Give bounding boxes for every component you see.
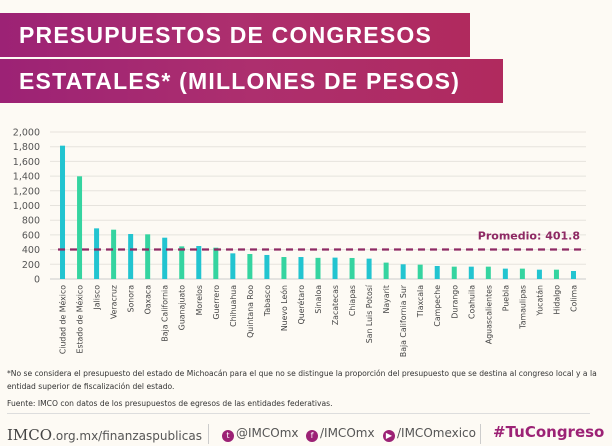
title-line-2: ESTATALES* (MILLONES DE PESOS) — [0, 59, 503, 103]
y-tick-label: 600 — [22, 230, 40, 241]
bar — [434, 265, 440, 279]
x-tick-label: Aguascalientes — [484, 285, 493, 344]
divider — [480, 424, 481, 444]
divider — [7, 413, 590, 414]
average-label: Promedio: 401.8 — [478, 229, 580, 242]
bar — [281, 257, 287, 279]
bar — [145, 234, 151, 279]
y-tick-label: 1,000 — [13, 201, 40, 212]
site-link: .org.mx/finanzaspublicas — [52, 429, 202, 443]
y-tick-label: 2,000 — [13, 128, 40, 139]
x-tick-label: Tabasco — [263, 285, 272, 317]
bar — [502, 268, 508, 279]
bar — [196, 245, 202, 279]
bar — [179, 246, 185, 279]
bar — [366, 258, 372, 279]
bar — [230, 253, 236, 279]
x-tick-label: Querétaro — [297, 285, 306, 325]
bar — [315, 257, 321, 279]
y-tick-label: 1,200 — [13, 186, 40, 197]
x-tick-label: Chiapas — [348, 285, 357, 316]
facebook-handle: /IMCOmx — [320, 426, 375, 440]
x-tick-label: Durango — [450, 285, 459, 319]
x-tick-label: Baja California Sur — [399, 284, 408, 357]
bar — [468, 266, 474, 279]
bar-chart: 0 200 400 600 800 1,000 1,200 1,400 1,600 1,800 2,… — [13, 128, 586, 357]
twitter-link[interactable]: t @IMCOmx — [222, 426, 299, 442]
x-tick-label: Morelos — [195, 285, 204, 315]
x-tick-label: Veracruz — [110, 285, 119, 319]
x-tick-label: San Luis Potosí — [365, 284, 374, 343]
y-tick-label: 200 — [22, 260, 40, 271]
bar — [349, 257, 355, 279]
y-tick-label: 400 — [22, 245, 40, 256]
footnote: *No se considera el presupuesto del esta… — [7, 369, 597, 391]
bar — [162, 237, 168, 279]
bar — [570, 270, 576, 279]
youtube-handle: /IMCOmexico — [397, 426, 476, 440]
x-tick-label: Nayarit — [382, 285, 391, 313]
bar — [298, 257, 304, 279]
divider — [208, 424, 209, 444]
bar — [128, 234, 134, 279]
x-tick-label: Guanajuato — [178, 285, 187, 330]
hashtag: #TuCongreso — [493, 423, 605, 441]
x-tick-label: Sonora — [127, 285, 136, 313]
x-tick-label: Puebla — [501, 285, 510, 311]
x-tick-label: Baja California — [161, 285, 170, 342]
y-tick-label: 1,800 — [13, 142, 40, 153]
bar — [485, 266, 491, 279]
x-tick-label: Guerrero — [212, 285, 221, 320]
bar — [553, 269, 559, 279]
bar — [94, 228, 100, 279]
bar — [111, 229, 117, 279]
x-tick-label: Campeche — [433, 285, 442, 327]
y-tick-label: 1,400 — [13, 172, 40, 183]
bar — [400, 264, 406, 279]
x-tick-label: Oaxaca — [144, 285, 153, 315]
bar — [383, 262, 389, 279]
x-tick-label: Estado de México — [76, 285, 85, 354]
y-tick-label: 1,600 — [13, 157, 40, 168]
twitter-handle: @IMCOmx — [236, 426, 299, 440]
x-tick-label: Yucatán — [535, 285, 544, 317]
y-tick-label: 800 — [22, 216, 40, 227]
facebook-link[interactable]: f/IMCOmx — [306, 426, 375, 442]
y-tick-label: 0 — [34, 275, 40, 286]
title-line-1: PRESUPUESTOS DE CONGRESOS — [0, 13, 470, 57]
x-tick-label: Sinaloa — [314, 285, 323, 314]
youtube-icon: ▶ — [383, 430, 395, 442]
x-tick-label: Nuevo León — [280, 285, 289, 331]
x-tick-label: Quintana Roo — [246, 285, 255, 338]
imco-footer-link[interactable]: IMCO.org.mx/finanzaspublicas — [7, 426, 202, 444]
x-tick-label: Jalisco — [93, 285, 102, 311]
imco-logo: IMCO — [7, 426, 53, 444]
bar — [332, 257, 338, 279]
x-tick-label: Colima — [569, 285, 578, 312]
x-tick-label: Tlaxcala — [416, 285, 425, 318]
source-note: Fuente: IMCO con datos de los presupuest… — [7, 399, 333, 408]
bar — [519, 268, 525, 279]
bar — [60, 145, 66, 279]
facebook-icon: f — [306, 430, 318, 442]
bar — [213, 247, 219, 279]
x-tick-label: Tamaulipas — [518, 285, 527, 330]
bar — [417, 264, 423, 279]
youtube-link[interactable]: ▶/IMCOmexico — [383, 426, 476, 442]
x-tick-label: Ciudad de México — [59, 285, 68, 354]
x-tick-label: Coahuila — [467, 285, 476, 319]
x-tick-label: Hidalgo — [552, 285, 561, 315]
bar — [536, 269, 542, 279]
x-tick-label: Chihuahua — [229, 285, 238, 327]
bar — [77, 176, 83, 279]
bar — [264, 254, 270, 279]
bar — [247, 254, 253, 279]
twitter-icon: t — [222, 430, 234, 442]
x-tick-label: Zacatecas — [331, 285, 340, 325]
bar — [451, 266, 457, 279]
